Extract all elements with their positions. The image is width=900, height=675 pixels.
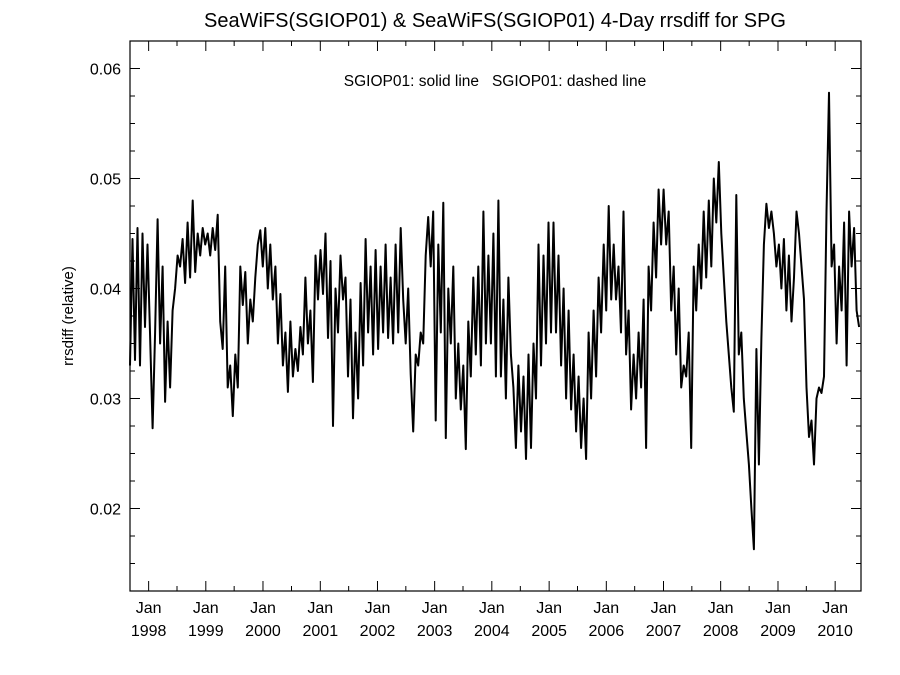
legend-text: SGIOP01: solid line SGIOP01: dashed line	[344, 73, 646, 90]
x-tick-month-label: Jan	[765, 600, 791, 617]
y-tick-label: 0.06	[90, 62, 121, 79]
y-tick-label: 0.02	[90, 502, 121, 519]
x-tick-year-label: 1998	[131, 623, 167, 640]
x-tick-month-label: Jan	[822, 600, 848, 617]
x-tick-year-label: 2006	[589, 623, 625, 640]
x-tick-year-label: 2007	[646, 623, 682, 640]
x-tick-year-label: 2008	[703, 623, 739, 640]
x-tick-month-label: Jan	[422, 600, 448, 617]
x-tick-year-label: 2003	[417, 623, 453, 640]
x-tick-month-label: Jan	[651, 600, 677, 617]
x-tick-year-label: 2001	[303, 623, 339, 640]
x-tick-month-label: Jan	[365, 600, 391, 617]
x-tick-month-label: Jan	[593, 600, 619, 617]
x-tick-month-label: Jan	[307, 600, 333, 617]
y-axis-ticks: 0.02 0.03 0.04 0.05 0.06	[90, 62, 861, 564]
x-axis-ticks: Jan 1998 Jan 1999 Jan 2000 Jan 2001 Jan 2002 Jan 20…	[131, 41, 853, 640]
chart-title: SeaWiFS(SGIOP01) & SeaWiFS(SGIOP01) 4-Da…	[204, 10, 786, 32]
x-tick-month-label: Jan	[479, 600, 505, 617]
x-tick-month-label: Jan	[708, 600, 734, 617]
x-tick-year-label: 2010	[817, 623, 853, 640]
x-tick-month-label: Jan	[250, 600, 276, 617]
x-tick-year-label: 2000	[245, 623, 281, 640]
x-tick-month-label: Jan	[193, 600, 219, 617]
series-layer	[129, 91, 861, 551]
x-tick-month-label: Jan	[536, 600, 562, 617]
y-tick-label: 0.05	[90, 172, 121, 189]
y-tick-label: 0.04	[90, 282, 121, 299]
x-tick-year-label: 2009	[760, 623, 796, 640]
x-tick-year-label: 2005	[531, 623, 567, 640]
y-tick-label: 0.03	[90, 392, 121, 409]
series-line-solid	[129, 91, 861, 551]
x-tick-year-label: 2002	[360, 623, 396, 640]
y-axis-label: rrsdiff (relative)	[60, 266, 77, 366]
x-tick-month-label: Jan	[136, 600, 162, 617]
x-tick-year-label: 1999	[188, 623, 224, 640]
x-tick-year-label: 2004	[474, 623, 510, 640]
